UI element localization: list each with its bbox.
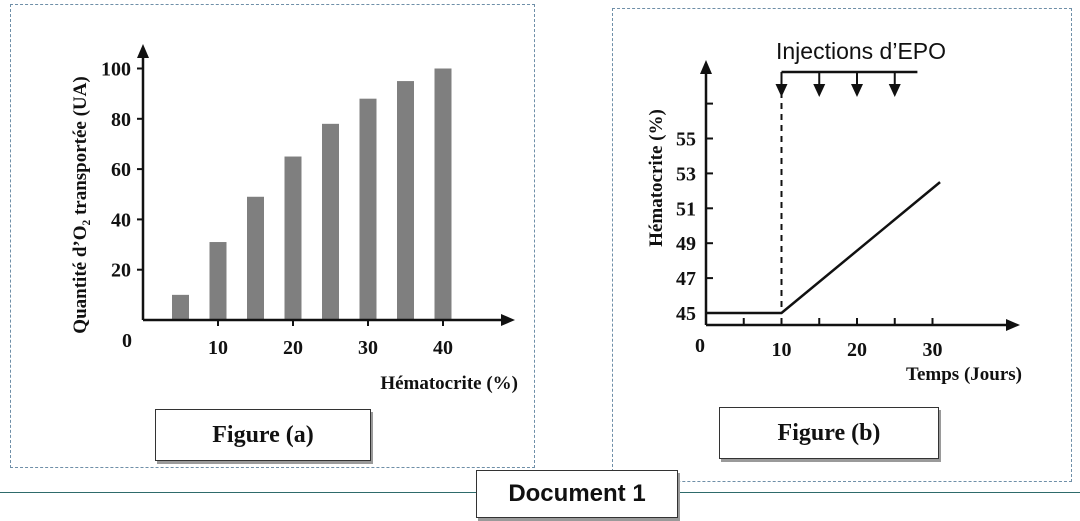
bar-15 bbox=[247, 196, 264, 320]
bar-25 bbox=[322, 123, 339, 320]
x-axis-title: Temps (Jours) bbox=[906, 364, 1022, 385]
bar-10 bbox=[209, 242, 227, 320]
y-tick-label: 47 bbox=[676, 268, 696, 290]
epo-injections-label: Injections d’EPO bbox=[776, 38, 946, 64]
y-axis-arrow bbox=[700, 60, 712, 74]
figure-b-panel bbox=[612, 8, 1072, 482]
injection-arrow-head bbox=[888, 84, 901, 97]
x-tick-label: 10 bbox=[772, 339, 792, 361]
x-axis-arrow bbox=[501, 314, 515, 326]
y-tick-label: 49 bbox=[676, 233, 696, 255]
x-axis-title: Hématocrite (%) bbox=[380, 373, 518, 394]
figure-a-caption: Figure (a) bbox=[155, 409, 371, 461]
figure-a-panel bbox=[10, 4, 535, 468]
bar-35 bbox=[397, 81, 414, 320]
y-tick-label: 40 bbox=[111, 209, 131, 231]
x-axis-arrow bbox=[1006, 319, 1020, 331]
injection-arrow-head bbox=[851, 84, 863, 97]
y-tick-label: 100 bbox=[101, 59, 131, 81]
injection-arrow-head bbox=[775, 84, 788, 97]
y-tick-label: 60 bbox=[111, 159, 131, 181]
bar-40 bbox=[434, 68, 452, 320]
x-tick-label: 20 bbox=[847, 339, 867, 361]
y-axis-arrow bbox=[137, 44, 149, 58]
bar-5 bbox=[172, 294, 189, 320]
y-tick-label: 53 bbox=[676, 163, 696, 185]
x-tick-label: 30 bbox=[358, 337, 378, 359]
bar-20 bbox=[284, 156, 302, 320]
x-tick-label: 40 bbox=[433, 337, 453, 359]
x-tick-label: 30 bbox=[923, 339, 943, 361]
y-tick-label: 20 bbox=[111, 260, 131, 282]
y-axis-title: Quantité d’O₂ transportée (UA) bbox=[70, 76, 91, 333]
y-tick-label: 51 bbox=[676, 198, 696, 220]
origin-label: 0 bbox=[695, 335, 705, 357]
bar-30 bbox=[359, 98, 377, 321]
y-tick-label: 80 bbox=[111, 109, 131, 131]
injection-arrow-head bbox=[813, 84, 826, 97]
figure-b-caption: Figure (b) bbox=[719, 407, 939, 459]
origin-label: 0 bbox=[122, 330, 132, 352]
x-tick-label: 20 bbox=[283, 337, 303, 359]
hematocrit-line bbox=[706, 181, 941, 315]
document-label: Document 1 bbox=[476, 470, 678, 518]
y-axis-title: Hématocrite (%) bbox=[646, 109, 667, 247]
y-tick-label: 45 bbox=[676, 303, 696, 325]
x-tick-label: 10 bbox=[208, 337, 228, 359]
y-tick-label: 55 bbox=[676, 129, 696, 151]
